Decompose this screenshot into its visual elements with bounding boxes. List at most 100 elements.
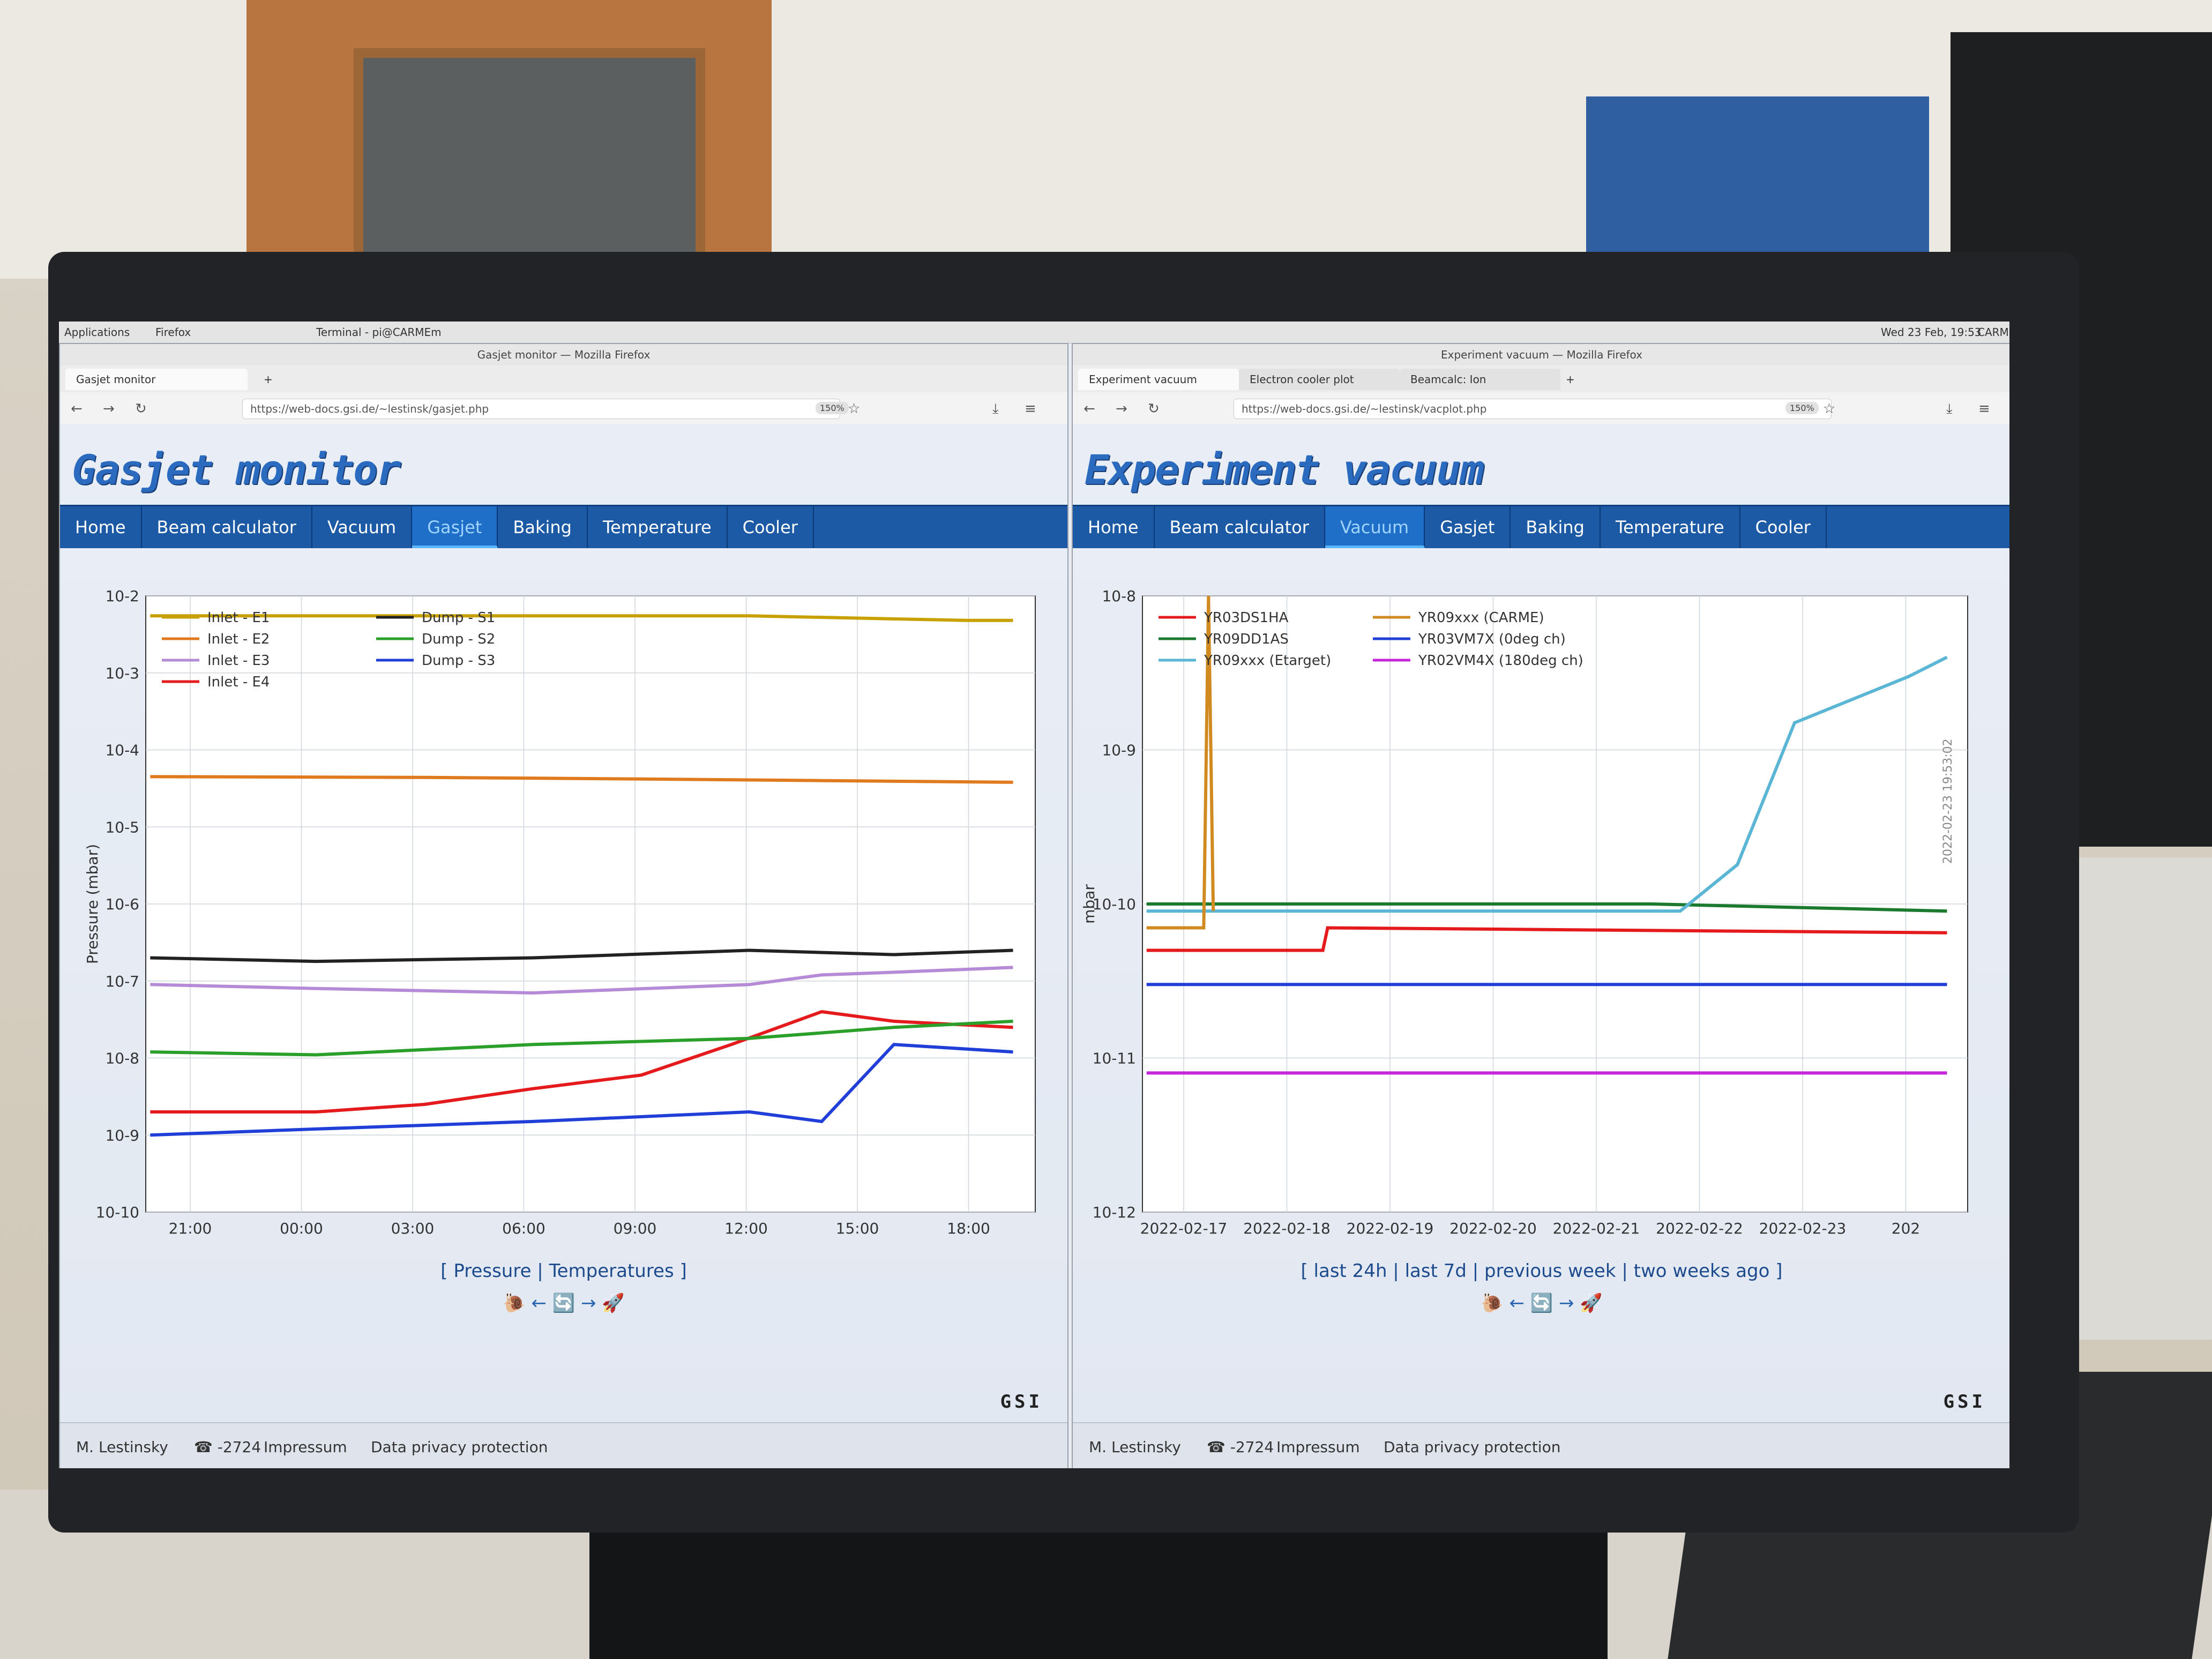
forward-icon[interactable]: →	[103, 401, 115, 417]
y-tick-label: 10-3	[105, 664, 139, 682]
link-last-24h[interactable]: last 24h	[1313, 1260, 1387, 1282]
legend-entry: YR03DS1HA	[1204, 610, 1289, 626]
footer-author[interactable]: M. Lestinsky	[1089, 1438, 1181, 1456]
y-tick-label: 10-12	[1093, 1204, 1136, 1221]
nav-home[interactable]: Home	[60, 506, 142, 548]
footer-author[interactable]: M. Lestinsky	[76, 1438, 168, 1456]
y-tick-label: 10-6	[105, 895, 139, 913]
nav-vacuum[interactable]: Vacuum	[312, 506, 413, 548]
background-printer	[2068, 857, 2212, 1340]
new-tab-button[interactable]: +	[264, 373, 273, 386]
time-navigation-arrows[interactable]: 🐌 ← 🔄 → 🚀	[503, 1292, 625, 1314]
back-icon[interactable]: ←	[71, 401, 83, 417]
bookmark-star-icon[interactable]: ☆	[1823, 401, 1836, 417]
address-input[interactable]: https://web-docs.gsi.de/~lestinsk/vacplo…	[1234, 399, 1832, 419]
nav-vacuum[interactable]: Vacuum	[1325, 506, 1425, 548]
zoom-level[interactable]: 150%	[816, 402, 849, 414]
tab-gasjet-monitor[interactable]: Gasjet monitor	[65, 369, 248, 390]
gsi-logo: GSI	[1943, 1391, 1986, 1413]
nav-temperature[interactable]: Temperature	[588, 506, 728, 548]
screen: Applications Firefox Terminal - pi@CARME…	[59, 322, 2009, 1468]
footer-impressum[interactable]: Impressum	[264, 1438, 347, 1456]
footer-impressum[interactable]: Impressum	[1276, 1438, 1360, 1456]
y-tick-label: 10-8	[105, 1050, 139, 1067]
nav-temperature[interactable]: Temperature	[1601, 506, 1740, 548]
x-tick-label: 2022-02-18	[1243, 1220, 1331, 1237]
address-input[interactable]: https://web-docs.gsi.de/~lestinsk/gasjet…	[242, 399, 840, 419]
nav-gasjet[interactable]: Gasjet	[1425, 506, 1511, 548]
bracket-open: [	[440, 1260, 454, 1282]
footer-privacy[interactable]: Data privacy protection	[371, 1438, 548, 1456]
link-previous-week[interactable]: previous week	[1484, 1260, 1616, 1282]
reload-icon[interactable]: ↻	[1148, 401, 1160, 417]
page-footer: M. Lestinsky ☎ -2724 Impressum Data priv…	[60, 1391, 1067, 1468]
series-line-6	[150, 1019, 1013, 1057]
nav-baking[interactable]: Baking	[1511, 506, 1601, 548]
x-tick-label: 2022-02-22	[1656, 1220, 1743, 1237]
downloads-icon[interactable]: ⤓	[1946, 401, 1953, 417]
taskbar-firefox[interactable]: Firefox	[155, 326, 191, 339]
main-nav: Home Beam calculator Vacuum Gasjet Bakin…	[60, 505, 1067, 548]
y-tick-label: 10-7	[105, 973, 139, 990]
tab-beamcalc-ion[interactable]: Beamcalc: Ion	[1400, 369, 1560, 390]
separator: |	[1387, 1260, 1405, 1282]
link-two-weeks-ago[interactable]: two weeks ago	[1633, 1260, 1770, 1282]
series-line-4	[150, 1010, 1013, 1114]
tab-bar: Gasjet monitor +	[60, 365, 1067, 392]
page-content: Experiment vacuum Home Beam calculator V…	[1073, 424, 2009, 1468]
x-tick-label: 15:00	[836, 1220, 879, 1237]
time-range-links: [ last 24h | last 7d | previous week | t…	[1073, 1260, 2009, 1282]
nav-beam-calculator[interactable]: Beam calculator	[1155, 506, 1325, 548]
reload-icon[interactable]: ↻	[135, 401, 147, 417]
nav-home[interactable]: Home	[1073, 506, 1155, 548]
taskbar-terminal[interactable]: Terminal - pi@CARMEm	[316, 326, 442, 339]
x-tick-label: 18:00	[947, 1220, 990, 1237]
nav-cooler[interactable]: Cooler	[728, 506, 814, 548]
separator: |	[1466, 1260, 1485, 1282]
bracket-close: ]	[1769, 1260, 1783, 1282]
page-footer: M. Lestinsky ☎ -2724 Impressum Data priv…	[1073, 1391, 2009, 1468]
y-tick-label: 10-9	[1102, 742, 1136, 759]
y-tick-label: 10-4	[105, 742, 139, 759]
downloads-icon[interactable]: ⤓	[992, 401, 999, 417]
menu-icon[interactable]: ≡	[1978, 401, 1990, 417]
footer-phone: ☎ -2724	[1207, 1438, 1274, 1456]
link-last-7d[interactable]: last 7d	[1404, 1260, 1467, 1282]
pressure-chart: 10-2 10-3 10-4 10-5 10-6 10-7 10-8 10-9 10-10 21:…	[84, 587, 1036, 1237]
bracket-open: [	[1301, 1260, 1314, 1282]
forward-icon[interactable]: →	[1116, 401, 1127, 417]
time-navigation-arrows[interactable]: 🐌 ← 🔄 → 🚀	[1481, 1292, 1603, 1314]
x-tick-label: 03:00	[391, 1220, 435, 1237]
bookmark-star-icon[interactable]: ☆	[848, 401, 861, 417]
back-icon[interactable]: ←	[1083, 401, 1095, 417]
series-line-5	[150, 948, 1013, 963]
tab-electron-cooler-plot[interactable]: Electron cooler plot	[1239, 369, 1400, 390]
x-tick-label: 09:00	[614, 1220, 657, 1237]
y-tick-label: 10-2	[105, 587, 139, 605]
menu-icon[interactable]: ≡	[1025, 401, 1036, 417]
y-axis-label: Pressure (mbar)	[84, 844, 101, 964]
taskbar-user[interactable]: CARME	[1977, 326, 2009, 339]
legend-entry: YR02VM4X (180deg ch)	[1418, 653, 1583, 669]
series-line-1	[1146, 926, 1947, 952]
nav-cooler[interactable]: Cooler	[1740, 506, 1827, 548]
nav-baking[interactable]: Baking	[498, 506, 588, 548]
window-title: Experiment vacuum — Mozilla Firefox	[1073, 344, 2009, 365]
applications-menu[interactable]: Applications	[64, 326, 130, 339]
tab-experiment-vacuum[interactable]: Experiment vacuum	[1078, 369, 1239, 390]
nav-beam-calculator[interactable]: Beam calculator	[142, 506, 312, 548]
link-temperatures[interactable]: Temperatures	[549, 1260, 674, 1282]
new-tab-button[interactable]: +	[1566, 373, 1575, 386]
y-axis-label: mbar	[1080, 884, 1098, 924]
nav-gasjet[interactable]: Gasjet	[412, 506, 498, 548]
zoom-level[interactable]: 150%	[1785, 402, 1819, 414]
link-pressure[interactable]: Pressure	[453, 1260, 532, 1282]
footer-privacy[interactable]: Data privacy protection	[1384, 1438, 1561, 1456]
page-title: Experiment vacuum	[1085, 446, 1484, 494]
url-bar: ← → ↻ https://web-docs.gsi.de/~lestinsk/…	[1073, 392, 2009, 425]
bracket-close: ]	[674, 1260, 687, 1282]
x-tick-label: 06:00	[502, 1220, 545, 1237]
legend-entry: YR09xxx (Etarget)	[1204, 653, 1331, 669]
x-tick-label: 12:00	[724, 1220, 768, 1237]
